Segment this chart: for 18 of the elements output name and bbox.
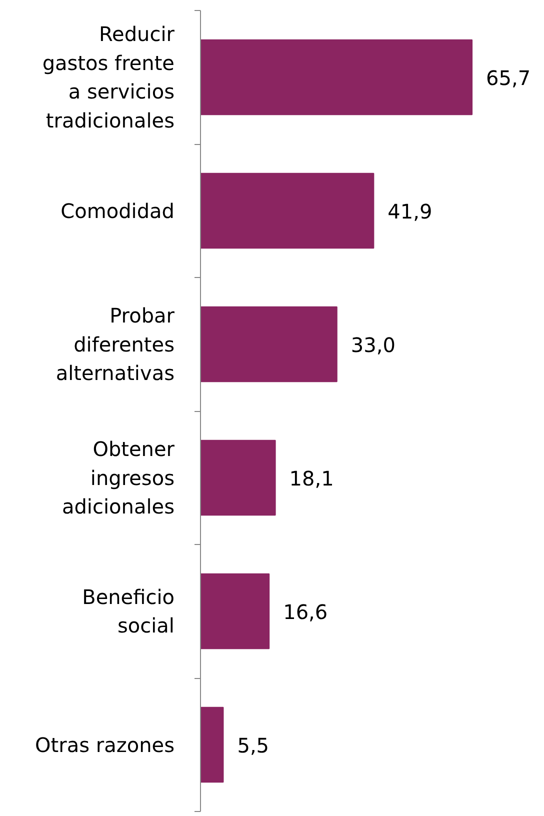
data-label: 65,7 xyxy=(486,66,531,90)
data-label: 16,6 xyxy=(283,600,328,624)
y-tick-label: Probar diferentes alternativas xyxy=(56,303,176,386)
data-label: 33,0 xyxy=(350,332,396,357)
y-tick-label: Obtener ingresos adicionales xyxy=(62,436,176,519)
data-label: 5,5 xyxy=(237,733,270,758)
bar xyxy=(200,573,270,650)
bar xyxy=(200,306,338,382)
y-tick-label: Comodidad xyxy=(60,198,175,223)
data-label: 41,9 xyxy=(388,199,432,224)
y-tick-label: Otras razones xyxy=(35,732,174,757)
data-label: 18,1 xyxy=(289,466,334,490)
y-tick-label: Reducir gastos frente a servicios tradicionales xyxy=(42,22,176,132)
bar xyxy=(200,39,473,116)
y-tick-label: Beneficio social xyxy=(82,584,175,638)
bar xyxy=(200,172,374,249)
bar xyxy=(200,440,276,516)
bar xyxy=(200,706,224,783)
